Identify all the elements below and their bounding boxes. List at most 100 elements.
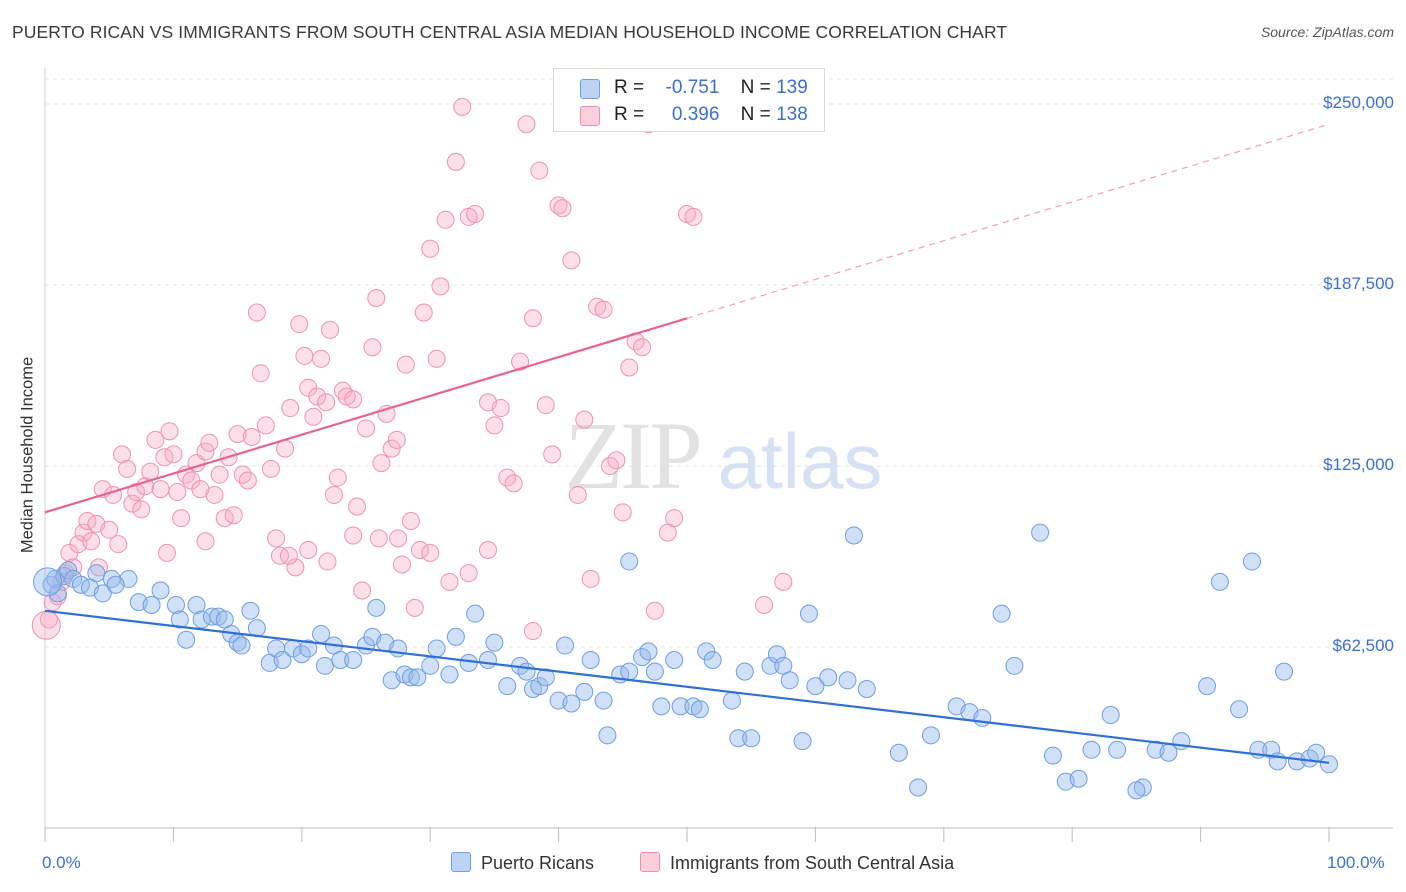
y-tick-label: $125,000 [1323, 454, 1394, 474]
blue-point [722, 691, 741, 710]
blue-point [517, 662, 536, 681]
pink-point [299, 540, 318, 559]
blue-point [1005, 656, 1024, 675]
pink-point [196, 442, 215, 461]
legend-r-value-pink: 0.396 [671, 104, 720, 125]
blue-point [575, 682, 594, 701]
pink-point [466, 205, 485, 224]
pink-point [353, 581, 372, 600]
blue-point [652, 697, 671, 716]
pink-point [118, 459, 137, 478]
blue-point [1069, 769, 1088, 788]
pink-point [281, 399, 300, 418]
pink-point [523, 309, 542, 328]
pink-point [295, 346, 314, 365]
pink-point [279, 546, 298, 565]
pink-point [613, 503, 632, 522]
x-tick-label-min: 0.0% [42, 853, 81, 872]
pink-point [160, 422, 179, 441]
legend-n-value-blue: 139 [776, 77, 808, 98]
blue-point [819, 668, 838, 687]
blue-point [729, 729, 748, 748]
pink-point [523, 622, 542, 641]
pink-point [369, 529, 388, 548]
chart-title: PUERTO RICAN VS IMMIGRANTS FROM SOUTH CE… [12, 22, 1008, 42]
pink-point [228, 425, 247, 444]
blue-point [921, 726, 940, 745]
pink-point [410, 540, 429, 559]
blue-point [690, 700, 709, 719]
blue-point [315, 656, 334, 675]
blue-point [671, 697, 690, 716]
blue-point [170, 610, 189, 629]
pink-point [401, 512, 420, 531]
blue-point [1198, 677, 1217, 696]
pink-point [82, 532, 101, 551]
pink-point [344, 526, 363, 545]
blue-point [106, 575, 125, 594]
blue-point [742, 729, 761, 748]
blue-point [838, 671, 857, 690]
pink-point [543, 445, 562, 464]
pink-point [491, 399, 510, 418]
blue-point [1043, 746, 1062, 765]
blue-point [973, 708, 992, 727]
legend-n-label: N = [740, 77, 771, 98]
bottom-legend-south-central-asia: Immigrants from South Central Asia [640, 852, 954, 874]
pink-point [290, 315, 309, 334]
blue-point [639, 642, 658, 661]
pink-point [431, 277, 450, 296]
pink-point [164, 445, 183, 464]
pink-point [200, 433, 219, 452]
pink-point [157, 543, 176, 562]
bottom-legend-puerto-ricans: Puerto Ricans [451, 852, 594, 874]
y-tick-label: $187,500 [1323, 273, 1394, 293]
pink-point [151, 480, 170, 499]
pink-point [233, 465, 252, 484]
blue-point [889, 743, 908, 762]
pink-point [485, 416, 504, 435]
pink-point [251, 364, 270, 383]
pink-point [238, 471, 257, 490]
pink-point [607, 451, 626, 470]
blue-point [1242, 552, 1261, 571]
pink-point [459, 564, 478, 583]
pink-point [387, 430, 406, 449]
blue-point [598, 726, 617, 745]
blue-point [1210, 572, 1229, 591]
blue-point [620, 662, 639, 681]
pink-point [123, 494, 142, 513]
pink-point [267, 529, 286, 548]
legend-swatch-pink [580, 106, 600, 126]
blue-point [780, 671, 799, 690]
pink-point [478, 540, 497, 559]
blue-point [1320, 755, 1338, 774]
legend-swatch-blue [580, 79, 600, 99]
blue-point [645, 662, 664, 681]
blue-point [401, 668, 420, 687]
pink-point [414, 303, 433, 322]
pink-point [392, 555, 411, 574]
blue-point [594, 691, 613, 710]
pink-point [367, 289, 386, 308]
blue-point [844, 526, 863, 545]
pink-point [224, 506, 243, 525]
blue-point [857, 679, 876, 698]
pink-point [684, 207, 703, 226]
pink-point [344, 390, 363, 409]
blue-point [142, 595, 161, 614]
blue-point [498, 677, 517, 696]
pink-point [620, 358, 639, 377]
pink-point [389, 529, 408, 548]
legend-r-value-blue: -0.751 [665, 77, 720, 98]
blue-point [556, 636, 575, 655]
blue-point [367, 598, 386, 617]
blue-point [59, 561, 78, 580]
pink-point [136, 477, 155, 496]
blue-point [1108, 740, 1127, 759]
blue-point [273, 651, 292, 670]
pink-point [205, 485, 224, 504]
pink-point [172, 509, 191, 528]
pink-point [594, 300, 613, 319]
blue-point [459, 653, 478, 672]
